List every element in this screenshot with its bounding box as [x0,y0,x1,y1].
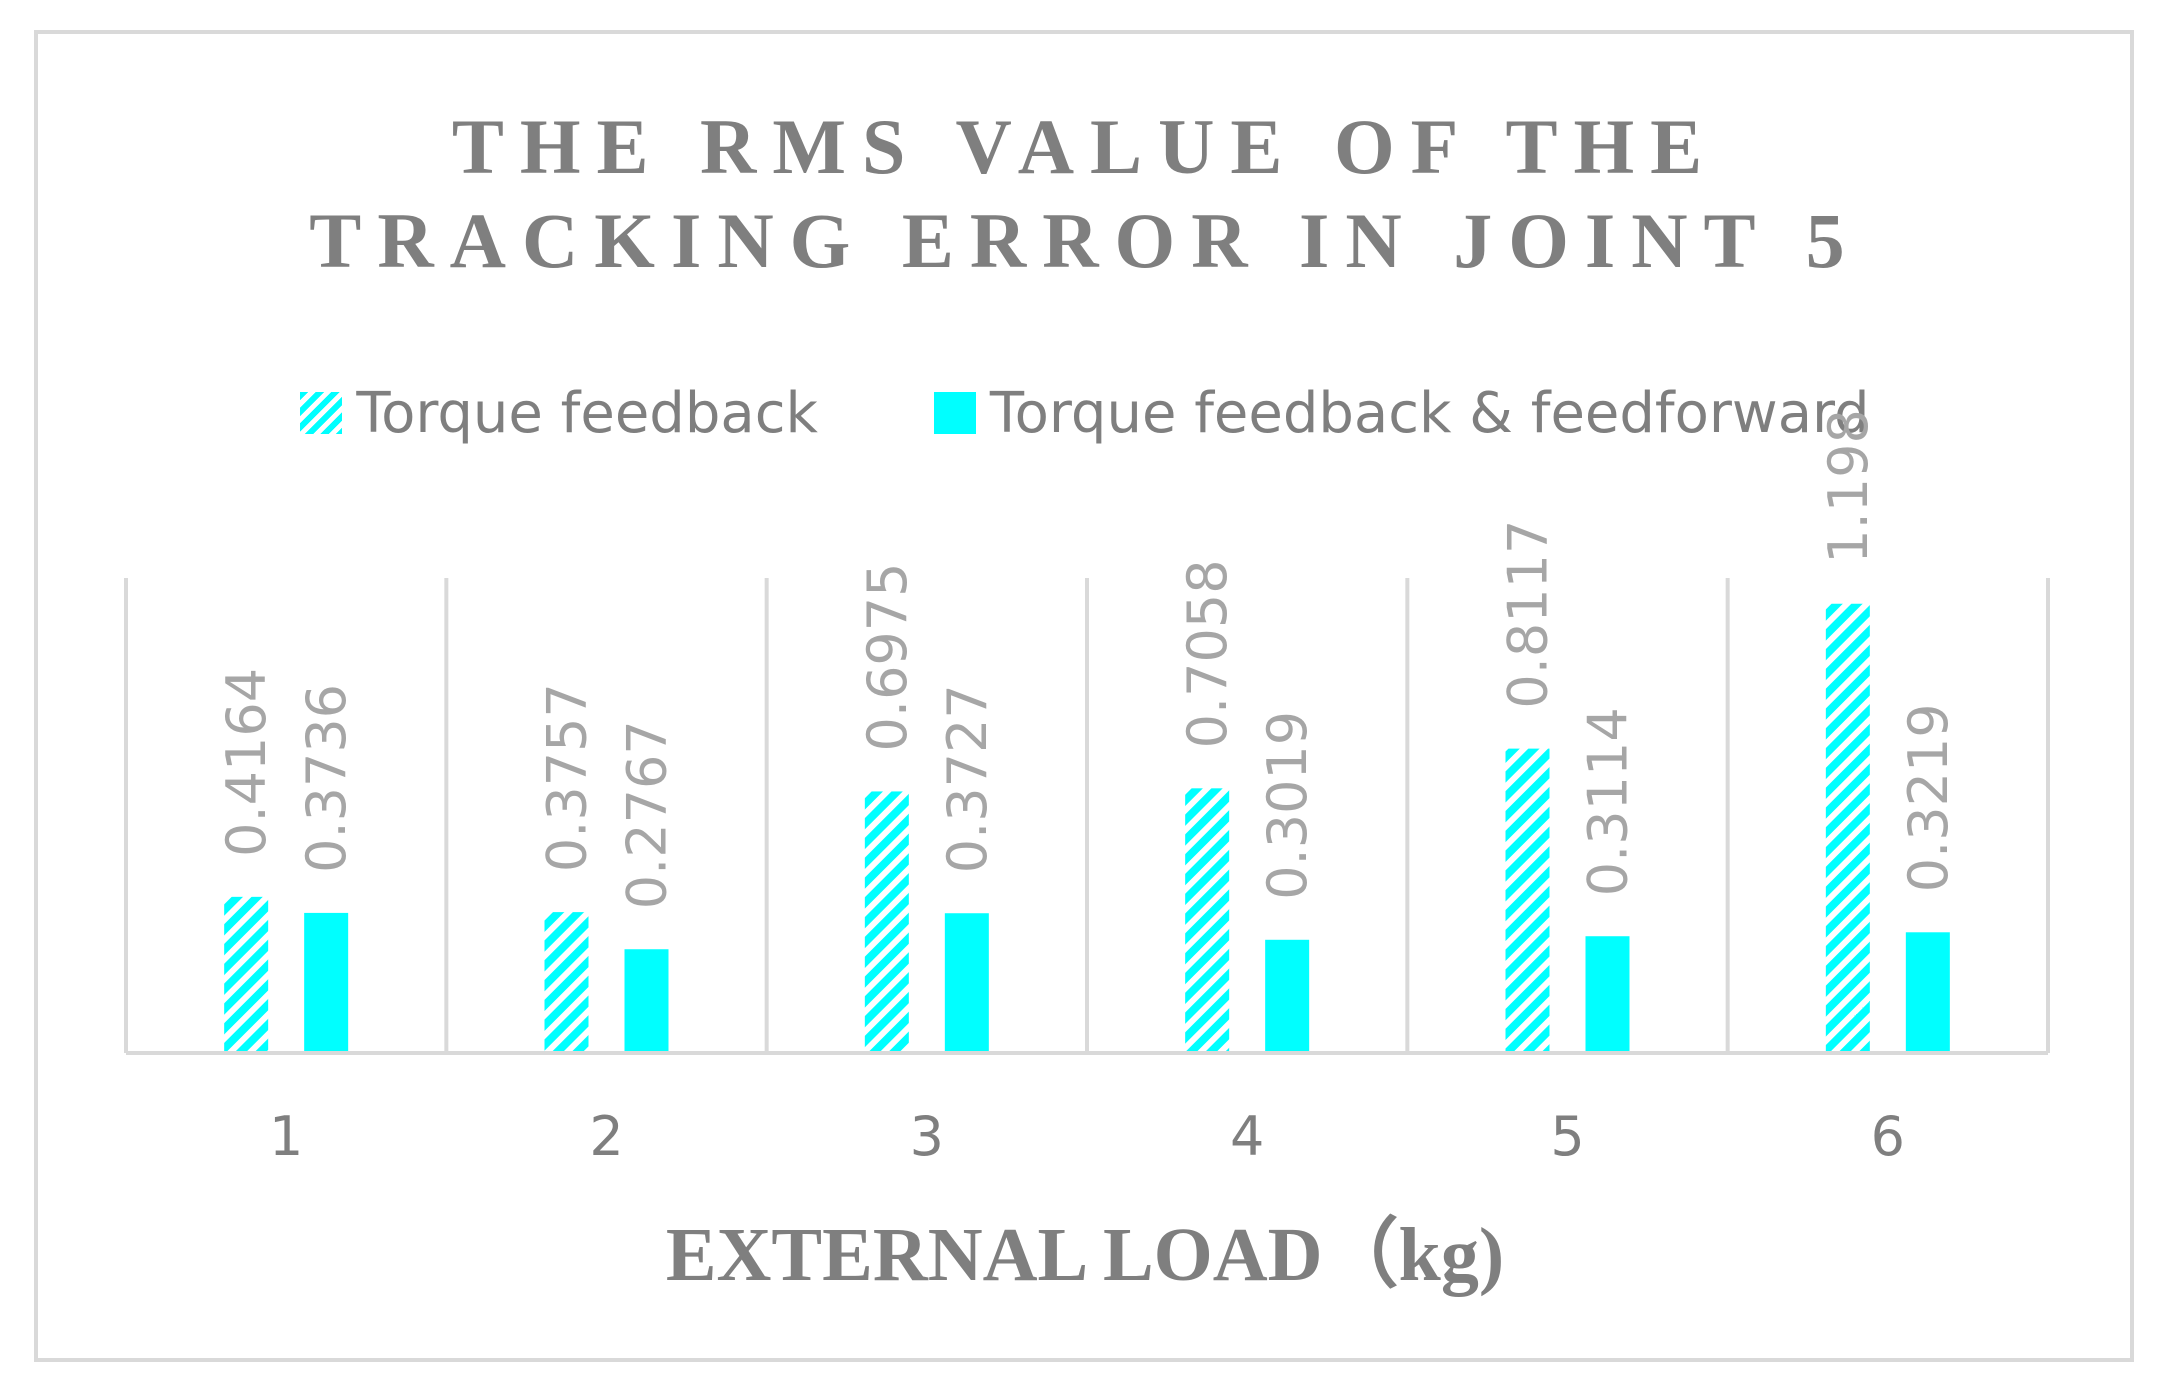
x-axis-title: EXTERNAL LOAD（kg) [665,1213,1505,1297]
legend-item-torque-feedback: Torque feedback [300,381,818,446]
bar-series2-cat6 [1905,932,1950,1053]
legend-item-torque-feedback-feedforward: Torque feedback & feedforward [933,380,1870,446]
chart-title-line-2: TRACKING ERROR IN JOINT 5 [309,197,1861,284]
x-tick-label-5: 5 [1550,1105,1584,1168]
legend-label-torque-feedback: Torque feedback [356,380,818,446]
data-label-series1-cat3: 0.6975 [856,562,919,751]
data-label-series1-cat1: 0.4164 [215,668,278,857]
legend-swatch-solid [933,392,976,434]
bars [224,603,1950,1053]
legend: Torque feedback Torque feedback & feedfo… [0,378,2170,448]
bar-series1-cat6 [1825,603,1870,1053]
data-label-series1-cat5: 0.8117 [1497,520,1560,709]
data-labels: 0.4164 0.3757 0.6975 0.7058 0.8117 1.198 0.373… [215,409,1960,909]
bar-series1-cat5 [1505,748,1550,1053]
x-tick-label-3: 3 [910,1105,944,1168]
data-label-series1-cat6: 1.198 [1817,409,1880,564]
bar-series2-cat1 [304,912,349,1053]
x-tick-label-1: 1 [269,1105,303,1168]
x-tick-label-2: 2 [589,1105,623,1168]
bar-series1-cat3 [864,791,909,1053]
x-tick-label-4: 4 [1230,1105,1264,1168]
bar-series1-cat2 [544,912,589,1053]
data-label-series2-cat5: 0.3114 [1577,707,1640,896]
legend-label-torque-feedback-feedforward: Torque feedback & feedforward [989,380,1870,446]
data-label-series1-cat2: 0.3757 [536,683,599,872]
chart-title: THE RMS VALUE OF THE TRACKING ERROR IN J… [0,100,2170,288]
data-label-series2-cat2: 0.2767 [616,720,679,909]
bar-series2-cat5 [1585,936,1630,1053]
gridlines [124,578,2050,1053]
data-label-series2-cat6: 0.3219 [1897,703,1960,892]
chart-title-line-1: THE RMS VALUE OF THE [451,103,1719,190]
bar-series2-cat3 [944,913,989,1053]
bar-series2-cat2 [624,949,669,1053]
data-label-series2-cat3: 0.3727 [936,684,999,873]
x-tick-labels: 1 2 3 4 5 6 [269,1105,1905,1168]
data-label-series2-cat4: 0.3019 [1256,711,1319,900]
legend-swatch-hatched [300,392,343,434]
x-tick-label-6: 6 [1871,1105,1905,1168]
bar-series2-cat4 [1265,939,1310,1053]
chart-frame [34,30,2134,1362]
data-label-series1-cat4: 0.7058 [1176,559,1239,748]
bar-series1-cat4 [1185,788,1230,1053]
bar-series1-cat1 [224,896,269,1053]
data-label-series2-cat1: 0.3736 [295,684,358,873]
